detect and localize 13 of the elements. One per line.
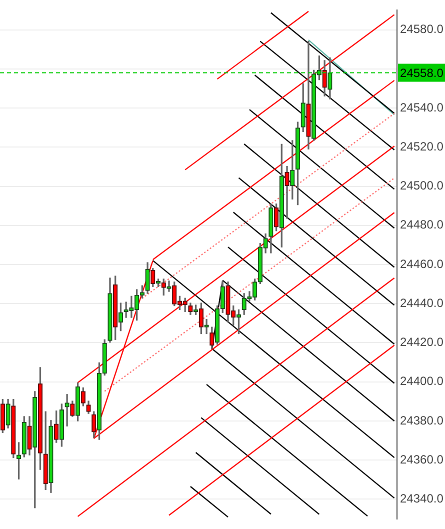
y-tick-label: 24520.0: [400, 139, 444, 154]
y-tick-label: 24420.0: [400, 335, 444, 350]
y-tick-label: 24360.0: [400, 452, 444, 466]
y-tick-label: 24380.0: [400, 413, 444, 428]
y-tick-label: 24340.0: [400, 492, 444, 506]
ref-line-label: 24558.0: [400, 66, 444, 80]
y-tick-label: 24460.0: [400, 256, 444, 271]
y-tick-label: 24440.0: [400, 296, 444, 310]
y-tick-label: 24540.0: [400, 100, 444, 114]
y-tick-label: 24400.0: [400, 374, 444, 388]
y-tick-label: 24580.0: [400, 22, 444, 36]
y-tick-label: 24500.0: [400, 178, 444, 193]
y-tick-label: 24480.0: [400, 218, 444, 232]
